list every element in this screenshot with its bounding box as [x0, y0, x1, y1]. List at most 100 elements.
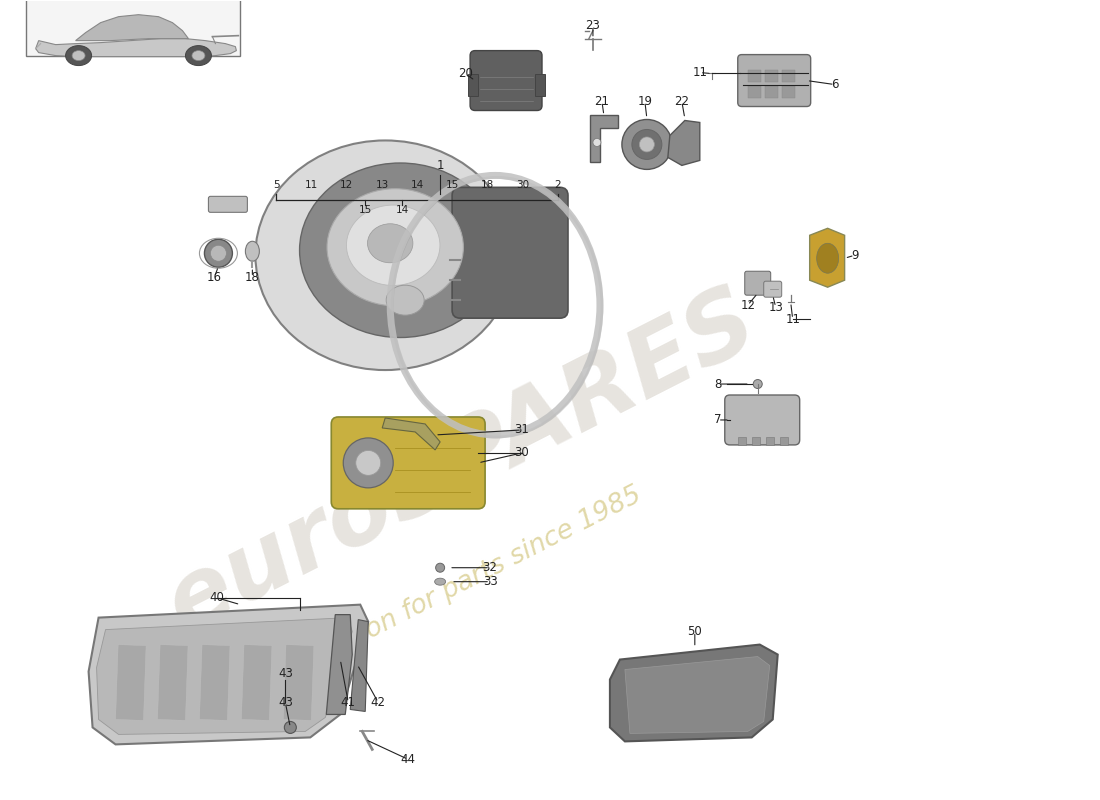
Polygon shape — [609, 645, 778, 742]
Text: 21: 21 — [594, 95, 609, 108]
Text: 1: 1 — [437, 159, 444, 172]
Text: 33: 33 — [483, 575, 497, 588]
FancyBboxPatch shape — [208, 196, 248, 212]
Text: 15: 15 — [446, 180, 459, 190]
Ellipse shape — [754, 379, 762, 389]
Bar — [535, 74, 544, 95]
Text: euroSPARES: euroSPARES — [152, 275, 772, 652]
Ellipse shape — [255, 141, 515, 370]
Ellipse shape — [284, 722, 296, 734]
Text: 18: 18 — [245, 270, 260, 284]
Text: 31: 31 — [515, 423, 529, 437]
Ellipse shape — [245, 242, 260, 262]
Bar — [766, 437, 773, 445]
Bar — [782, 70, 794, 82]
Bar — [157, 645, 188, 721]
Ellipse shape — [621, 119, 672, 170]
Text: 44: 44 — [400, 753, 416, 766]
Ellipse shape — [436, 563, 444, 572]
Bar — [780, 437, 788, 445]
FancyBboxPatch shape — [745, 271, 771, 295]
FancyBboxPatch shape — [331, 417, 485, 509]
Bar — [25, 0, 241, 55]
Text: 40: 40 — [209, 591, 224, 604]
Ellipse shape — [367, 224, 412, 262]
Polygon shape — [327, 614, 352, 714]
FancyBboxPatch shape — [738, 54, 811, 106]
Text: 43: 43 — [278, 696, 293, 709]
Bar — [284, 645, 314, 721]
Bar — [469, 74, 478, 95]
Polygon shape — [625, 657, 770, 734]
Ellipse shape — [355, 450, 381, 475]
Polygon shape — [35, 38, 236, 57]
Ellipse shape — [299, 163, 500, 338]
Bar — [241, 645, 272, 721]
Ellipse shape — [192, 50, 205, 61]
Text: 22: 22 — [674, 95, 690, 108]
Text: 20: 20 — [458, 67, 473, 80]
Bar — [199, 645, 230, 721]
Ellipse shape — [593, 138, 601, 146]
Ellipse shape — [631, 130, 662, 159]
FancyBboxPatch shape — [763, 282, 782, 297]
FancyBboxPatch shape — [725, 395, 800, 445]
Ellipse shape — [346, 205, 440, 286]
Ellipse shape — [205, 239, 232, 267]
Text: 12: 12 — [340, 180, 353, 190]
Ellipse shape — [386, 285, 425, 315]
Ellipse shape — [434, 578, 446, 585]
Text: 14: 14 — [396, 206, 409, 215]
Text: 42: 42 — [371, 696, 386, 709]
Text: 7: 7 — [714, 414, 722, 426]
Text: 15: 15 — [359, 206, 372, 215]
Polygon shape — [97, 618, 352, 734]
Text: 16: 16 — [207, 270, 222, 284]
Polygon shape — [76, 14, 188, 41]
Text: 11: 11 — [785, 313, 800, 326]
Text: 11: 11 — [305, 180, 318, 190]
Text: 8: 8 — [714, 378, 722, 390]
Bar — [738, 437, 746, 445]
Text: 5: 5 — [273, 180, 279, 190]
Text: 41: 41 — [341, 696, 355, 709]
Ellipse shape — [66, 46, 91, 66]
Text: 6: 6 — [830, 78, 838, 91]
Text: a passion for parts since 1985: a passion for parts since 1985 — [278, 482, 646, 686]
FancyBboxPatch shape — [452, 187, 568, 318]
Polygon shape — [382, 418, 440, 450]
Text: 13: 13 — [375, 180, 388, 190]
Text: 2: 2 — [554, 180, 561, 190]
Bar — [764, 70, 778, 82]
Ellipse shape — [639, 137, 654, 152]
Ellipse shape — [73, 50, 85, 61]
Ellipse shape — [210, 246, 227, 262]
Polygon shape — [590, 115, 618, 162]
Polygon shape — [668, 121, 700, 166]
Polygon shape — [89, 605, 368, 745]
Text: 11: 11 — [692, 66, 707, 79]
Ellipse shape — [186, 46, 211, 66]
Text: 18: 18 — [481, 180, 494, 190]
Text: 13: 13 — [768, 301, 783, 314]
Text: 19: 19 — [637, 95, 652, 108]
Bar — [748, 70, 761, 82]
Polygon shape — [350, 620, 368, 711]
Polygon shape — [810, 228, 845, 287]
Bar — [764, 86, 778, 98]
Text: 23: 23 — [585, 19, 601, 32]
Ellipse shape — [343, 438, 393, 488]
Text: 32: 32 — [483, 562, 497, 574]
Bar — [782, 86, 794, 98]
Text: 30: 30 — [515, 446, 529, 459]
Text: 9: 9 — [851, 249, 858, 262]
Bar — [116, 645, 146, 721]
FancyBboxPatch shape — [470, 50, 542, 110]
Bar — [748, 86, 761, 98]
Text: 43: 43 — [278, 666, 293, 679]
Text: 50: 50 — [688, 625, 702, 638]
Bar — [751, 437, 760, 445]
Text: 14: 14 — [410, 180, 424, 190]
Ellipse shape — [816, 243, 838, 274]
Ellipse shape — [327, 189, 463, 306]
